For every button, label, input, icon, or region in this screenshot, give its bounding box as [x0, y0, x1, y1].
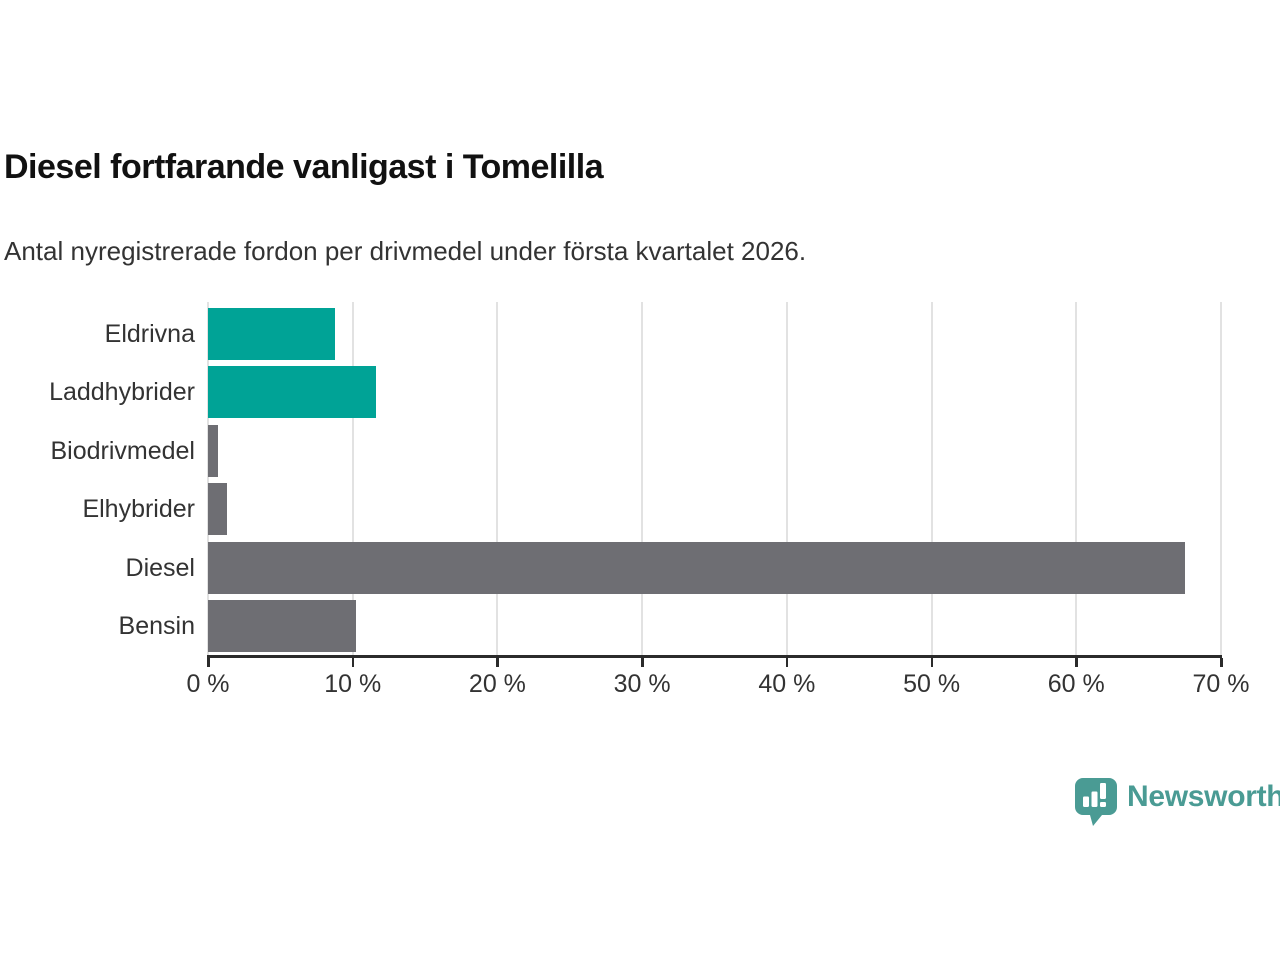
category-label-bensin: Bensin — [118, 612, 195, 640]
x-axis-tick-label-70: 70 % — [1192, 670, 1250, 698]
chart-subtitle: Antal nyregistrerade fordon per drivmede… — [4, 236, 807, 266]
gridline-30 — [641, 302, 644, 655]
category-label-elhybrider: Elhybrider — [82, 495, 195, 524]
x-axis-tick-50 — [930, 658, 934, 667]
bar-laddhybrider — [208, 366, 376, 419]
x-axis-tick-label-0: 0 % — [186, 670, 230, 698]
chart-title: Diesel fortfarande vanligast i Tomelilla — [4, 148, 604, 186]
x-axis-tick-60 — [1075, 658, 1078, 667]
bar-bensin — [208, 600, 356, 652]
category-label-laddhybrider: Laddhybrider — [49, 378, 195, 407]
x-axis-tick-label-10: 10 % — [324, 670, 382, 698]
x-axis-tick-10 — [351, 658, 355, 667]
category-label-diesel: Diesel — [125, 553, 195, 582]
category-label-biodrivmedel: Biodrivmedel — [50, 436, 195, 465]
x-axis-tick-label-20: 20 % — [468, 670, 526, 698]
brand-footer: Newsworthy — [1074, 777, 1280, 826]
plot-area: Eldrivna Laddhybrider Biodrivmedel Elhybrid… — [49, 302, 1249, 698]
bar-elhybrider — [208, 483, 227, 536]
x-axis-tick-label-30: 30 % — [613, 670, 671, 698]
x-axis-line — [207, 655, 1222, 658]
x-axis-tick-20 — [496, 658, 499, 667]
brand-name: Newsworthy — [1127, 780, 1280, 813]
bar-eldrivna — [208, 308, 336, 360]
category-label-eldrivna: Eldrivna — [104, 320, 195, 348]
x-axis-tick-0 — [207, 658, 210, 667]
gridline-60 — [1075, 302, 1078, 655]
gridline-20 — [496, 302, 499, 655]
bar-biodrivmedel — [208, 424, 219, 477]
x-axis-tick-label-50: 50 % — [903, 670, 961, 698]
newsworthy-logo-icon — [1075, 778, 1117, 826]
x-axis-tick-label-60: 60 % — [1047, 670, 1105, 698]
gridline-50 — [930, 302, 933, 655]
gridline-0 — [207, 302, 209, 655]
x-axis-tick-label-40: 40 % — [758, 670, 816, 698]
gridline-70 — [1220, 302, 1222, 655]
x-axis-tick-40 — [785, 658, 789, 667]
bar-diesel — [208, 541, 1185, 594]
gridline-40 — [785, 302, 788, 655]
x-axis-tick-30 — [641, 658, 644, 667]
x-axis-tick-70 — [1220, 658, 1223, 667]
gridline-10 — [351, 302, 354, 655]
